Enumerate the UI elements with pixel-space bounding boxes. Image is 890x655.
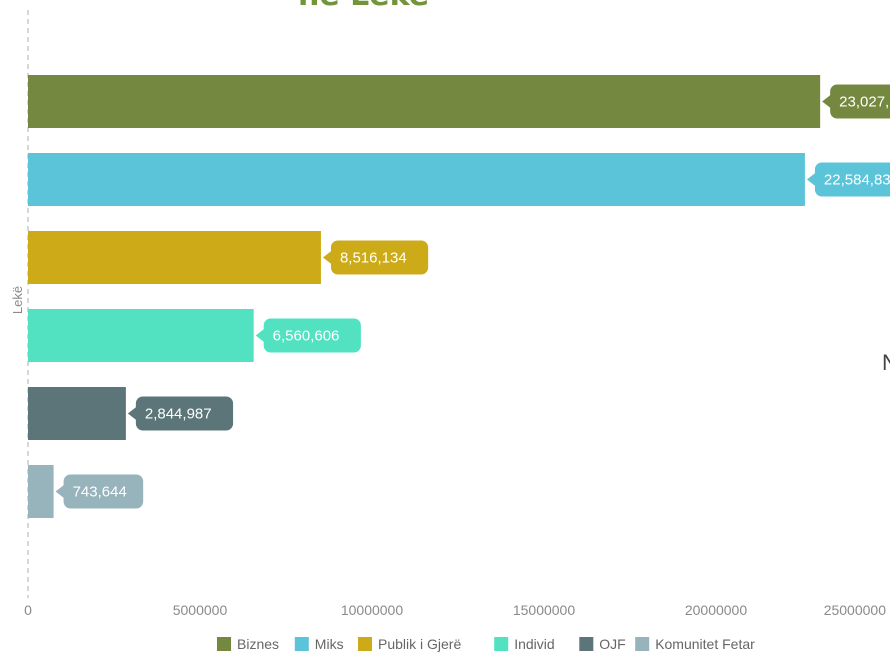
x-tick-label: 0	[24, 602, 32, 618]
legend-label-biznes[interactable]: Biznes	[237, 636, 279, 652]
bar-miks	[28, 153, 805, 206]
data-label-biznes: 23,027,877	[839, 94, 890, 111]
data-label-komunitet-fetar: 743,644	[73, 484, 127, 501]
data-label-pointer-publik-i-gjer-	[322, 250, 332, 265]
chart-title: në Lekë	[298, 0, 429, 13]
x-tick-label: 5000000	[173, 602, 228, 618]
legend-label-miks[interactable]: Miks	[315, 636, 344, 652]
data-label-ojf: 2,844,987	[145, 406, 212, 423]
legend-label-publik-i-gjer-[interactable]: Publik i Gjerë	[378, 636, 461, 652]
x-tick-label: 10000000	[341, 602, 404, 618]
legend-swatch-miks[interactable]	[294, 637, 309, 651]
legend-label-individ[interactable]: Individ	[514, 636, 554, 652]
data-label-box-publik-i-gjer-	[330, 240, 429, 275]
legend-label-ojf[interactable]: OJF	[599, 636, 625, 652]
legend-swatch-biznes[interactable]	[217, 637, 231, 651]
x-tick-label: 25000000	[824, 602, 887, 618]
data-label-box-miks	[814, 162, 890, 197]
legend-label-komunitet-fetar[interactable]: Komunitet Fetar	[655, 636, 755, 652]
data-label-individ: 6,560,606	[273, 328, 340, 345]
y-axis-label: Lekë	[10, 286, 25, 314]
bar-biznes	[28, 75, 821, 128]
data-label-box-ojf	[135, 396, 234, 431]
bar-publik-i-gjer-	[28, 231, 321, 284]
legend-swatch-individ[interactable]	[494, 637, 509, 651]
data-label-pointer-komunitet-fetar	[55, 484, 65, 499]
bar-komunitet-fetar	[28, 465, 54, 518]
data-label-miks: 22,584,839	[824, 172, 890, 189]
legend-swatch-publik-i-gjer-[interactable]	[358, 637, 372, 651]
data-label-pointer-biznes	[822, 94, 832, 109]
x-tick-label: 15000000	[513, 602, 576, 618]
data-label-box-biznes	[830, 84, 890, 119]
data-label-pointer-individ	[255, 328, 265, 343]
legend-swatch-ojf[interactable]	[579, 637, 594, 651]
bar-individ	[28, 309, 254, 362]
cropped-text: N	[882, 350, 890, 375]
legend-swatch-komunitet-fetar[interactable]	[635, 637, 650, 651]
data-label-box-komunitet-fetar	[63, 474, 144, 509]
data-label-pointer-miks	[806, 172, 816, 187]
x-tick-label: 20000000	[685, 602, 748, 618]
bar-ojf	[28, 387, 126, 440]
data-label-publik-i-gjer-: 8,516,134	[340, 250, 407, 267]
data-label-box-individ	[263, 318, 361, 353]
data-label-pointer-ojf	[127, 406, 137, 421]
